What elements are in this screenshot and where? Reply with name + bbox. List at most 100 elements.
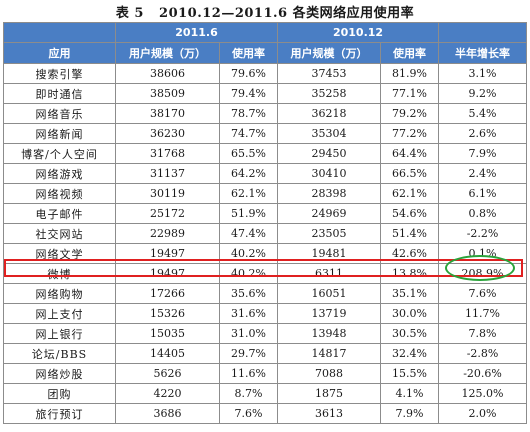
cell-growth: -2.8% xyxy=(438,343,528,364)
cell-rate-2011-6: 62.1% xyxy=(218,183,279,204)
cell-users-2010-12: 23505 xyxy=(277,223,382,244)
cell-growth: 5.4% xyxy=(438,103,528,124)
cell-rate-2010-12: 64.4% xyxy=(380,143,440,164)
cell-rate-2011-6: 78.7% xyxy=(218,103,279,124)
cell-rate-2011-6: 51.9% xyxy=(218,203,279,224)
cell-users-2010-12: 3613 xyxy=(277,403,382,424)
cell-app: 网上支付 xyxy=(3,303,116,324)
cell-growth: 7.6% xyxy=(438,283,528,304)
cell-app: 网络视频 xyxy=(3,183,116,204)
table-row: 搜索引擎 38606 79.6% 37453 81.9% 3.1% xyxy=(3,63,528,84)
cell-users-2011-6: 38606 xyxy=(115,63,220,84)
table-row: 网络音乐 38170 78.7% 36218 79.2% 5.4% xyxy=(3,103,528,124)
cell-growth: 11.7% xyxy=(438,303,528,324)
cell-rate-2011-6: 79.6% xyxy=(218,63,279,84)
cell-rate-2010-12: 35.1% xyxy=(380,283,440,304)
cell-users-2011-6: 19497 xyxy=(115,263,220,284)
cell-rate-2011-6: 31.6% xyxy=(218,303,279,324)
cell-users-2010-12: 28398 xyxy=(277,183,382,204)
cell-app: 网络音乐 xyxy=(3,103,116,124)
table-row: 网络文学 19497 40.2% 19481 42.6% 0.1% xyxy=(3,243,528,264)
table-row: 网上支付 15326 31.6% 13719 30.0% 11.7% xyxy=(3,303,528,324)
cell-rate-2010-12: 42.6% xyxy=(380,243,440,264)
cell-rate-2010-12: 51.4% xyxy=(380,223,440,244)
cell-rate-2010-12: 32.4% xyxy=(380,343,440,364)
cell-app: 网络购物 xyxy=(3,283,116,304)
cell-rate-2010-12: 15.5% xyxy=(380,363,440,384)
cell-rate-2011-6: 8.7% xyxy=(218,383,279,404)
col-rate-2011-6: 使用率 xyxy=(218,42,279,64)
table-row: 网络炒股 5626 11.6% 7088 15.5% -20.6% xyxy=(3,363,528,384)
cell-growth: 7.8% xyxy=(438,323,528,344)
column-header-row: 应用 用户规模（万） 使用率 用户规模（万） 使用率 半年增长率 xyxy=(3,42,528,64)
cell-users-2011-6: 22989 xyxy=(115,223,220,244)
cell-growth: -20.6% xyxy=(438,363,528,384)
cell-rate-2011-6: 11.6% xyxy=(218,363,279,384)
cell-users-2011-6: 15326 xyxy=(115,303,220,324)
table-row: 网上银行 15035 31.0% 13948 30.5% 7.8% xyxy=(3,323,528,344)
cell-users-2010-12: 13948 xyxy=(277,323,382,344)
cell-app: 网络游戏 xyxy=(3,163,116,184)
cell-growth: 2.0% xyxy=(438,403,528,424)
cell-users-2011-6: 36230 xyxy=(115,123,220,144)
cell-rate-2010-12: 77.2% xyxy=(380,123,440,144)
cell-rate-2010-12: 79.2% xyxy=(380,103,440,124)
table-row: 社交网站 22989 47.4% 23505 51.4% -2.2% xyxy=(3,223,528,244)
table-title: 表 5 2010.12—2011.6 各类网络应用使用率 xyxy=(115,6,415,21)
period-2010-12: 2010.12 xyxy=(277,22,440,43)
cell-users-2011-6: 38170 xyxy=(115,103,220,124)
cell-users-2010-12: 35258 xyxy=(277,83,382,104)
cell-users-2010-12: 35304 xyxy=(277,123,382,144)
cell-users-2010-12: 24969 xyxy=(277,203,382,224)
cell-app: 网上银行 xyxy=(3,323,116,344)
cell-users-2011-6: 5626 xyxy=(115,363,220,384)
cell-app: 即时通信 xyxy=(3,83,116,104)
cell-growth: 0.1% xyxy=(438,243,528,264)
table-row: 电子邮件 25172 51.9% 24969 54.6% 0.8% xyxy=(3,203,528,224)
cell-growth: 125.0% xyxy=(438,383,528,404)
cell-app: 博客/个人空间 xyxy=(3,143,116,164)
col-users-2010-12: 用户规模（万） xyxy=(277,42,382,64)
cell-rate-2011-6: 35.6% xyxy=(218,283,279,304)
cell-rate-2010-12: 30.5% xyxy=(380,323,440,344)
cell-users-2010-12: 6311 xyxy=(277,263,382,284)
table-body: 搜索引擎 38606 79.6% 37453 81.9% 3.1% 即时通信 38509 79.… xyxy=(3,63,528,424)
cell-app: 电子邮件 xyxy=(3,203,116,224)
period-2011-6: 2011.6 xyxy=(114,22,279,43)
period-header-row: 2011.6 2010.12 xyxy=(3,22,528,43)
cell-rate-2011-6: 65.5% xyxy=(218,143,279,164)
cell-rate-2010-12: 62.1% xyxy=(380,183,440,204)
col-rate-2010-12: 使用率 xyxy=(380,42,440,64)
cell-users-2010-12: 13719 xyxy=(277,303,382,324)
cell-app: 微博 xyxy=(3,263,116,284)
table-row: 网络购物 17266 35.6% 16051 35.1% 7.6% xyxy=(3,283,528,304)
network-app-usage-table: 2011.6 2010.12 应用 用户规模（万） 使用率 用户规模（万） 使用… xyxy=(3,22,528,424)
cell-growth: 3.1% xyxy=(438,63,528,84)
cell-users-2011-6: 31137 xyxy=(115,163,220,184)
cell-app: 团购 xyxy=(3,383,116,404)
cell-rate-2011-6: 40.2% xyxy=(218,243,279,264)
cell-growth: 0.8% xyxy=(438,203,528,224)
cell-users-2011-6: 4220 xyxy=(115,383,220,404)
cell-app: 旅行预订 xyxy=(3,403,116,424)
table-row: 博客/个人空间 31768 65.5% 29450 64.4% 7.9% xyxy=(3,143,528,164)
col-users-2011-6: 用户规模（万） xyxy=(115,42,220,64)
table-row: 微博 19497 40.2% 6311 13.8% 208.9% xyxy=(3,263,528,284)
cell-rate-2011-6: 47.4% xyxy=(218,223,279,244)
cell-users-2010-12: 29450 xyxy=(277,143,382,164)
cell-users-2011-6: 15035 xyxy=(115,323,220,344)
table-row: 网络新闻 36230 74.7% 35304 77.2% 2.6% xyxy=(3,123,528,144)
cell-growth: 9.2% xyxy=(438,83,528,104)
cell-growth: 2.4% xyxy=(438,163,528,184)
cell-growth: 208.9% xyxy=(438,263,528,284)
cell-rate-2011-6: 7.6% xyxy=(218,403,279,424)
cell-growth: 2.6% xyxy=(438,123,528,144)
table-row: 团购 4220 8.7% 1875 4.1% 125.0% xyxy=(3,383,528,404)
table-row: 网络视频 30119 62.1% 28398 62.1% 6.1% xyxy=(3,183,528,204)
cell-users-2010-12: 19481 xyxy=(277,243,382,264)
cell-users-2010-12: 1875 xyxy=(277,383,382,404)
cell-rate-2010-12: 7.9% xyxy=(380,403,440,424)
cell-rate-2010-12: 77.1% xyxy=(380,83,440,104)
cell-app: 网络文学 xyxy=(3,243,116,264)
cell-users-2011-6: 19497 xyxy=(115,243,220,264)
